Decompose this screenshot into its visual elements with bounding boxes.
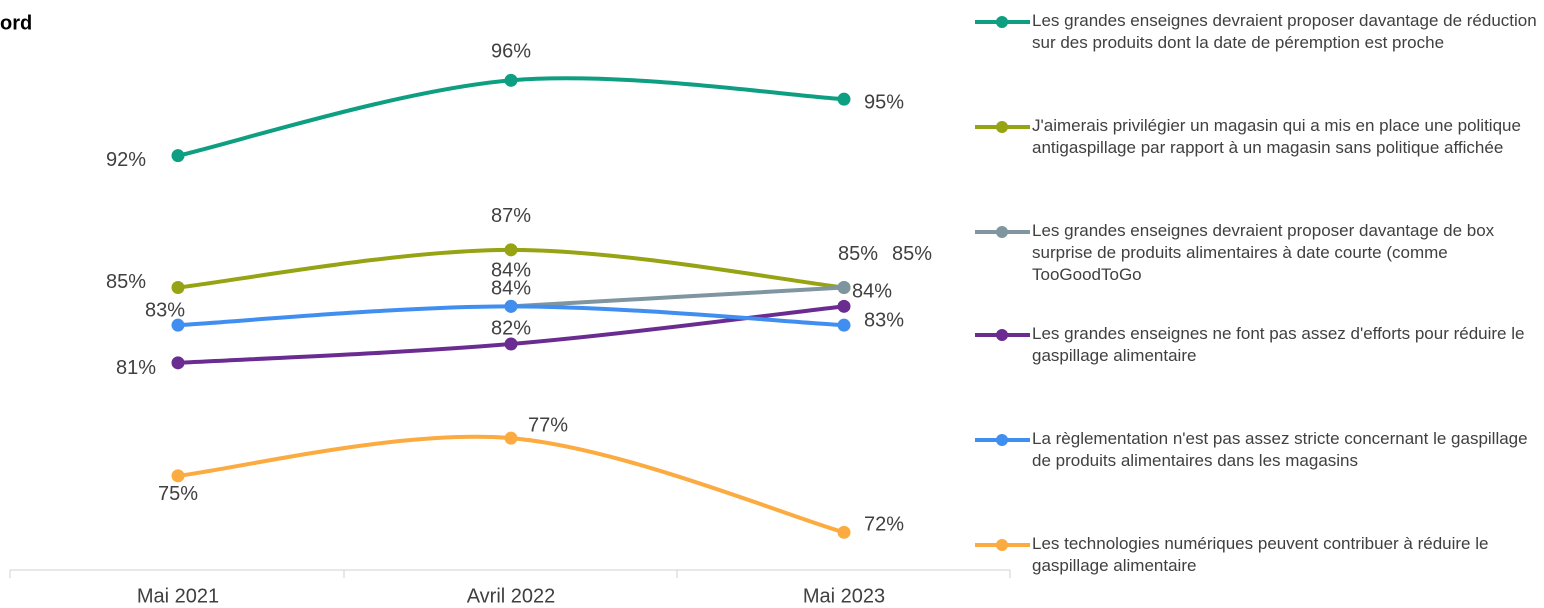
series-line	[177, 76, 845, 158]
legend-dot	[996, 539, 1008, 551]
legend-label: Les grandes enseignes devraient proposer…	[1032, 11, 1537, 52]
data-point	[171, 318, 185, 332]
data-label: 85%	[106, 271, 146, 293]
data-label: 83%	[864, 309, 904, 331]
data-point	[504, 73, 518, 87]
legend-marker	[975, 539, 1030, 551]
data-label: 77%	[528, 414, 568, 436]
data-label: 84%	[852, 281, 892, 303]
series-line	[510, 285, 845, 309]
data-label: 84%	[491, 260, 531, 282]
data-point	[504, 337, 518, 351]
legend-dot	[996, 226, 1008, 238]
data-point	[171, 149, 185, 163]
data-label: 92%	[106, 149, 146, 171]
data-point	[837, 318, 851, 332]
series-line	[177, 434, 845, 535]
data-point	[171, 469, 185, 483]
x-tick-label: Mai 2021	[137, 585, 219, 607]
data-point	[171, 356, 185, 370]
legend-marker	[975, 121, 1030, 133]
data-label: 84%	[491, 278, 531, 300]
data-point	[504, 431, 518, 445]
data-label: 75%	[158, 483, 198, 505]
data-label: 72%	[864, 514, 904, 536]
data-point	[837, 281, 851, 294]
x-tick-label: Avril 2022	[467, 585, 556, 607]
data-label: 83%	[145, 299, 185, 321]
legend-label: Les technologies numériques peuvent cont…	[1032, 534, 1489, 575]
legend-label: Les grandes enseignes ne font pas assez …	[1032, 324, 1525, 365]
legend-label: J'aimerais privilégier un magasin qui a …	[1032, 116, 1521, 157]
data-point	[504, 243, 518, 257]
legend-marker	[975, 434, 1030, 446]
data-label: 96%	[491, 41, 531, 63]
data-point	[171, 281, 185, 294]
data-label: 85%	[892, 243, 932, 265]
legend-marker	[975, 16, 1030, 28]
legend-marker	[975, 329, 1030, 341]
legend-dot	[996, 16, 1008, 28]
data-point	[837, 525, 851, 539]
legend-label: Les grandes enseignes devraient proposer…	[1032, 221, 1495, 284]
data-label: 87%	[491, 205, 531, 227]
legend-dot	[996, 434, 1008, 446]
data-point	[837, 299, 851, 313]
data-label: 82%	[491, 317, 531, 339]
data-label: 95%	[864, 91, 904, 113]
x-tick-label: Mai 2023	[803, 585, 885, 607]
legend-dot	[996, 329, 1008, 341]
data-point	[837, 92, 851, 106]
data-label: 85%	[838, 243, 878, 265]
chart-title: ord	[0, 12, 32, 34]
data-label: 81%	[116, 357, 156, 379]
legend-label: La règlementation n'est pas assez strict…	[1032, 429, 1528, 470]
legend-dot	[996, 121, 1008, 133]
data-point	[504, 299, 518, 313]
legend-marker	[975, 226, 1030, 238]
